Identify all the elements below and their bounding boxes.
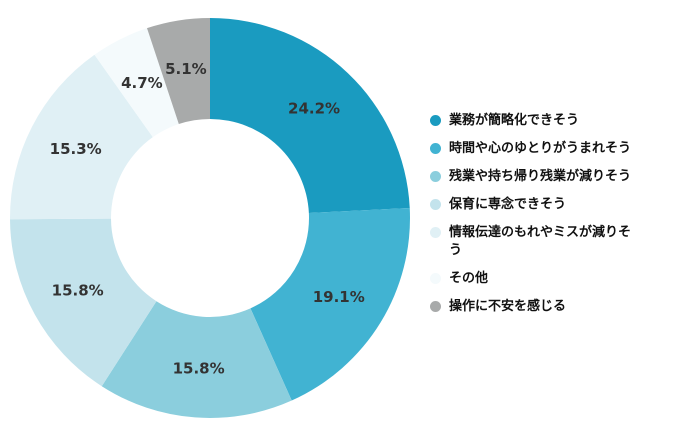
legend-label: 残業や持ち帰り残業が減りそう — [449, 169, 632, 184]
segment-value-label-5: 4.7% — [121, 74, 163, 92]
chart-legend: 業務が簡略化できそう時間や心のゆとりがうまれそう 残業や持ち帰り残業が減りそう 保育… — [430, 112, 680, 326]
legend-item-5: その他 — [430, 270, 680, 288]
donut-segment-1 — [250, 207, 411, 401]
donut-segment-2 — [101, 301, 292, 418]
legend-dot-icon — [430, 199, 441, 210]
legend-item-1: 時間や心のゆとりがうまれそう — [430, 140, 680, 158]
legend-item-3: 保育に専念できそう — [430, 196, 680, 214]
legend-label: 保育に専念できそう — [449, 197, 567, 212]
segment-value-label-4: 15.3% — [50, 140, 102, 158]
legend-dot-icon — [430, 115, 441, 126]
donut-chart: 24.2% 19.1% 15.8% 15.8% 15.3% 4.7%5.1% — [10, 18, 411, 418]
donut-segment-3 — [10, 218, 157, 387]
legend-item-0: 業務が簡略化できそう — [430, 112, 680, 130]
legend-dot-icon — [430, 301, 441, 312]
donut-segment-6 — [147, 18, 210, 125]
legend-label: 情報伝達のもれやミスが減りそう — [449, 225, 632, 258]
legend-item-4: 情報伝達のもれやミスが減りそう — [430, 224, 680, 260]
donut-segment-4 — [10, 54, 153, 220]
segment-value-label-1: 19.1% — [313, 288, 365, 306]
legend-label: 操作に不安を感じる — [449, 299, 567, 314]
donut-segment-5 — [94, 28, 179, 138]
legend-dot-icon — [430, 227, 441, 238]
segment-value-label-3: 15.8% — [52, 282, 104, 300]
segment-value-label-0: 24.2% — [288, 100, 340, 118]
legend-dot-icon — [430, 273, 441, 284]
legend-label: 時間や心のゆとりがうまれそう — [449, 141, 632, 156]
legend-dot-icon — [430, 143, 441, 154]
legend-dot-icon — [430, 171, 441, 182]
legend-label: その他 — [449, 271, 489, 286]
legend-label: 業務が簡略化できそう — [449, 113, 580, 128]
donut-segment-0 — [210, 18, 410, 214]
segment-value-label-6: 5.1% — [165, 60, 207, 78]
legend-item-6: 操作に不安を感じる — [430, 298, 680, 316]
segment-value-label-2: 15.8% — [173, 360, 225, 378]
legend-item-2: 残業や持ち帰り残業が減りそう — [430, 168, 680, 186]
